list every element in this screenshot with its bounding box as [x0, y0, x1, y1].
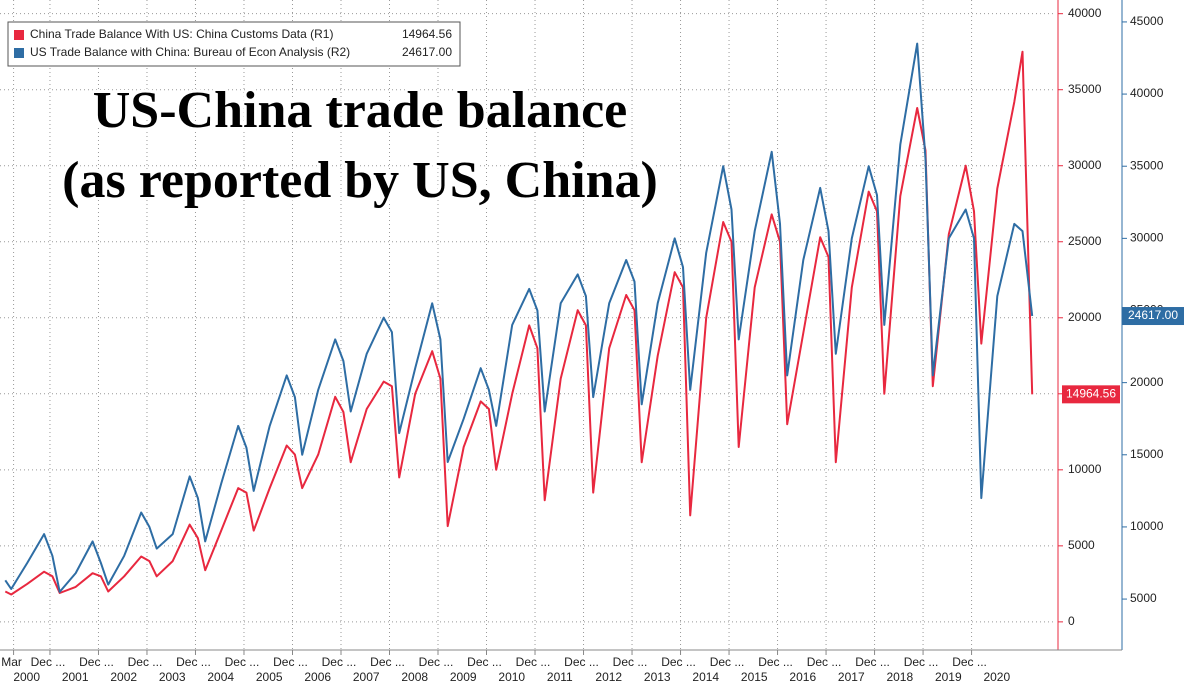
y2-tick-label: 15000: [1130, 447, 1164, 461]
year-label: 2020: [983, 670, 1010, 683]
year-label: 2002: [110, 670, 137, 683]
year-label: 2015: [741, 670, 768, 683]
legend-swatch: [14, 48, 24, 58]
year-label: 2007: [353, 670, 380, 683]
legend-box: [7, 21, 461, 67]
last-value-box: [1062, 385, 1120, 404]
x-tick-label: Dec ...: [807, 655, 842, 669]
y2-tick-label: 30000: [1130, 231, 1164, 245]
x-tick-label: Dec ...: [564, 655, 599, 669]
y2-tick-label: 10000: [1130, 519, 1164, 533]
x-tick-label: Dec ...: [370, 655, 405, 669]
x-tick-label: Dec ...: [516, 655, 551, 669]
legend-value: 14964.56: [402, 27, 452, 41]
x-tick-label: Dec ...: [176, 655, 211, 669]
year-label: 2019: [935, 670, 962, 683]
year-label: 2013: [644, 670, 671, 683]
y2-tick-label: 20000: [1130, 375, 1164, 389]
year-label: 2018: [886, 670, 913, 683]
year-label: 2017: [838, 670, 865, 683]
year-label: 2006: [304, 670, 331, 683]
x-tick-label: Dec ...: [273, 655, 308, 669]
y2-tick-label: 5000: [1130, 591, 1157, 605]
x-tick-label: Dec ...: [661, 655, 696, 669]
legend-label: China Trade Balance With US: China Custo…: [30, 27, 333, 41]
year-label: 2001: [62, 670, 89, 683]
x-tick-label: Dec ...: [419, 655, 454, 669]
last-value-box: [1122, 307, 1184, 326]
x-tick-label: Dec ...: [128, 655, 163, 669]
x-tick-label: Dec ...: [31, 655, 66, 669]
year-label: 2008: [401, 670, 428, 683]
x-tick-label: Dec ...: [467, 655, 502, 669]
x-tick-label: Dec ...: [322, 655, 357, 669]
legend-swatch: [14, 30, 24, 40]
last-value-label: 14964.56: [1066, 387, 1116, 401]
annotation: (as reported by US, China): [62, 152, 658, 209]
y2-tick-label: 40000: [1130, 86, 1164, 100]
x-tick-label: Dec ...: [710, 655, 745, 669]
year-label: 2009: [450, 670, 477, 683]
y-tick-label: 25000: [1068, 234, 1102, 248]
y-tick-label: 20000: [1068, 310, 1102, 324]
y2-tick-label: 45000: [1130, 14, 1164, 28]
x-tick-label: Dec ...: [758, 655, 793, 669]
legend: China Trade Balance With US: China Custo…: [7, 21, 461, 67]
x-tick-label: Dec ...: [613, 655, 648, 669]
x-tick-label: Dec ...: [904, 655, 939, 669]
legend-value: 24617.00: [402, 45, 452, 59]
x-tick-label: Dec ...: [225, 655, 260, 669]
y-tick-label: 5000: [1068, 538, 1095, 552]
year-label: 2000: [13, 670, 40, 683]
x-tick-label: Dec ...: [855, 655, 890, 669]
y-tick-label: 0: [1068, 614, 1075, 628]
y-tick-label: 30000: [1068, 158, 1102, 172]
y-tick-label: 40000: [1068, 6, 1102, 20]
year-label: 2011: [547, 670, 573, 683]
series-line: [4, 42, 1034, 593]
year-label: 2014: [692, 670, 719, 683]
x-tick-label: Dec ...: [952, 655, 987, 669]
y-tick-label: 35000: [1068, 82, 1102, 96]
year-label: 2012: [595, 670, 622, 683]
year-label: 2004: [207, 670, 234, 683]
plot-area: [0, 0, 1055, 650]
y-tick-label: 10000: [1068, 462, 1102, 476]
last-value-label: 24617.00: [1128, 308, 1178, 322]
year-label: 2010: [498, 670, 525, 683]
year-label: 2005: [256, 670, 283, 683]
legend-label: US Trade Balance with China: Bureau of E…: [30, 45, 350, 59]
x-tick-label: Dec ...: [79, 655, 114, 669]
year-label: 2016: [789, 670, 816, 683]
x-tick-label: Mar: [1, 655, 22, 669]
annotation: US-China trade balance: [93, 82, 627, 139]
series-line: [4, 50, 1034, 596]
year-label: 2003: [159, 670, 186, 683]
y2-tick-label: 35000: [1130, 158, 1164, 172]
